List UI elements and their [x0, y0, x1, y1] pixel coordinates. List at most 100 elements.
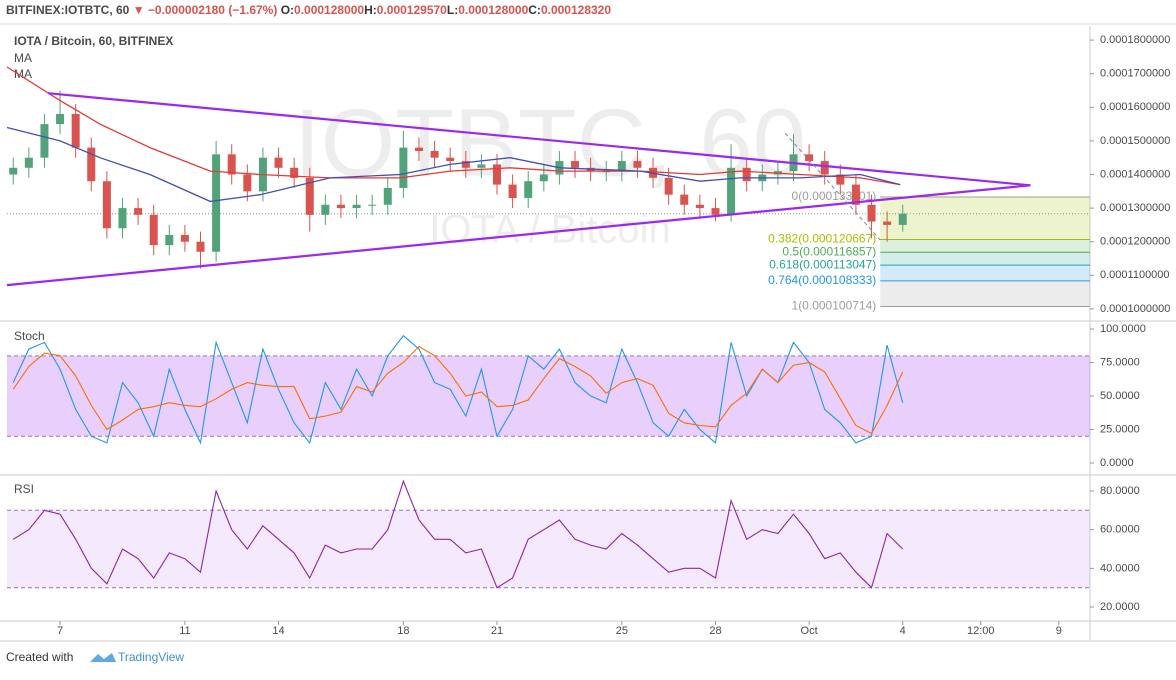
candle-body — [477, 164, 486, 168]
y-tick-label: 75.0000 — [1100, 356, 1140, 368]
ohlc-value: 0.000128000 — [458, 3, 528, 17]
y-tick-label: 20.0000 — [1100, 601, 1140, 613]
candle-body — [508, 184, 517, 199]
candle-body — [493, 164, 502, 185]
watermark-sub: IOTA / Bitcoin — [429, 208, 671, 252]
candle-body — [820, 161, 829, 175]
x-tick-label: 4 — [900, 625, 906, 637]
candle-body — [898, 213, 907, 225]
candle-body — [56, 114, 65, 125]
candle-body — [321, 204, 330, 215]
candle-body — [664, 177, 673, 195]
fib-label: 1(0.000100714) — [792, 299, 877, 313]
candle-body — [805, 154, 814, 162]
candle-body — [695, 204, 704, 209]
candle-body — [305, 177, 314, 215]
candle-body — [149, 214, 158, 246]
candle-body — [24, 157, 33, 168]
trendline — [784, 132, 881, 241]
y-tick-label: 60.0000 — [1100, 524, 1140, 536]
trendline — [6, 184, 1031, 287]
y-tick-label: 40.0000 — [1100, 562, 1140, 574]
y-tick-label: 0.0001800000 — [1100, 34, 1170, 46]
fib-label: 0.618(0.000113047) — [769, 257, 876, 271]
fib-zone — [880, 239, 1090, 253]
candle-body — [524, 181, 533, 199]
legend-entry: MA — [14, 67, 32, 81]
candle-body — [40, 124, 49, 158]
ohlc-value: 0.000128320 — [541, 3, 611, 17]
candle-body — [571, 161, 580, 168]
oscillator-line — [12, 345, 904, 435]
footer-prefix: Created with — [6, 650, 73, 664]
trendline — [47, 92, 1031, 187]
x-tick-label: 11 — [179, 625, 190, 637]
candle-body — [617, 161, 626, 172]
y-tick-label: 25.0000 — [1100, 423, 1140, 435]
x-tick-label: 18 — [397, 625, 409, 637]
band — [7, 355, 1090, 437]
fib-label: 0.5(0.000116857) — [782, 244, 876, 258]
fib-label: 0.764(0.000108333) — [768, 273, 876, 287]
candle-body — [383, 187, 392, 205]
x-tick-label: 9 — [1056, 625, 1062, 637]
y-tick-label: 0.0001700000 — [1100, 68, 1170, 80]
fib-zone — [880, 197, 1090, 240]
footer-brand[interactable]: TradingView — [118, 650, 184, 664]
x-tick-label: 21 — [491, 625, 503, 637]
candle-body — [711, 208, 720, 215]
fib-label: 0.382(0.000120667) — [768, 232, 876, 246]
candle-body — [461, 161, 470, 168]
header: BITFINEX:IOTBTC, 60 ▼ −0.000002180 (−1.6… — [6, 3, 611, 17]
candle-body — [102, 181, 111, 229]
y-tick-label: 0.0001300000 — [1100, 202, 1170, 214]
x-tick-label: 28 — [709, 625, 721, 637]
candle-body — [742, 167, 751, 182]
candle-body — [851, 184, 860, 205]
pane-title: Stoch — [14, 329, 45, 343]
x-tick-label: 25 — [616, 625, 628, 637]
ohlc-label: L: — [447, 3, 458, 17]
ohlc-value: 0.000128000 — [294, 3, 364, 17]
ohlc-label: O: — [281, 3, 294, 17]
candle-body — [399, 147, 408, 188]
fib-zone — [880, 280, 1090, 307]
change: ▼ −0.000002180 (−1.67%) — [133, 3, 278, 17]
ohlc-label: C: — [528, 3, 541, 17]
y-tick-label: 80.0000 — [1100, 485, 1140, 497]
oscillator-line — [12, 334, 904, 445]
candle-body — [196, 241, 205, 252]
y-tick-label: 0.0001200000 — [1100, 236, 1170, 248]
candle-body — [352, 204, 361, 209]
candle-body — [430, 150, 439, 158]
tradingview-logo — [90, 653, 116, 662]
candle-body — [680, 194, 689, 205]
y-tick-label: 0.0001400000 — [1100, 168, 1170, 180]
candle-body — [446, 157, 455, 162]
candle-body — [414, 147, 423, 151]
y-tick-label: 0.0000 — [1100, 457, 1134, 469]
candle-body — [836, 174, 845, 185]
legend-entry: MA — [14, 51, 32, 65]
moving-average — [6, 126, 901, 203]
fib-zone — [880, 252, 1090, 266]
y-tick-label: 50.0000 — [1100, 390, 1140, 402]
candle-body — [227, 154, 236, 175]
candle-body — [212, 154, 221, 252]
candle-body — [633, 161, 642, 168]
candle-body — [71, 114, 80, 148]
band — [7, 510, 1090, 588]
y-tick-label: 0.0001100000 — [1100, 269, 1170, 281]
x-tick-label: 12:00 — [967, 625, 995, 637]
candle-body — [290, 167, 299, 178]
x-tick-label: 7 — [57, 625, 63, 637]
candle-body — [243, 174, 252, 192]
candle-body — [867, 204, 876, 222]
ohlc-value: 0.000129570 — [377, 3, 447, 17]
candle-body — [180, 234, 189, 242]
candle-body — [539, 174, 548, 182]
candle-body — [368, 204, 377, 206]
oscillator-line — [12, 479, 904, 589]
y-tick-label: 0.0001500000 — [1100, 135, 1170, 147]
